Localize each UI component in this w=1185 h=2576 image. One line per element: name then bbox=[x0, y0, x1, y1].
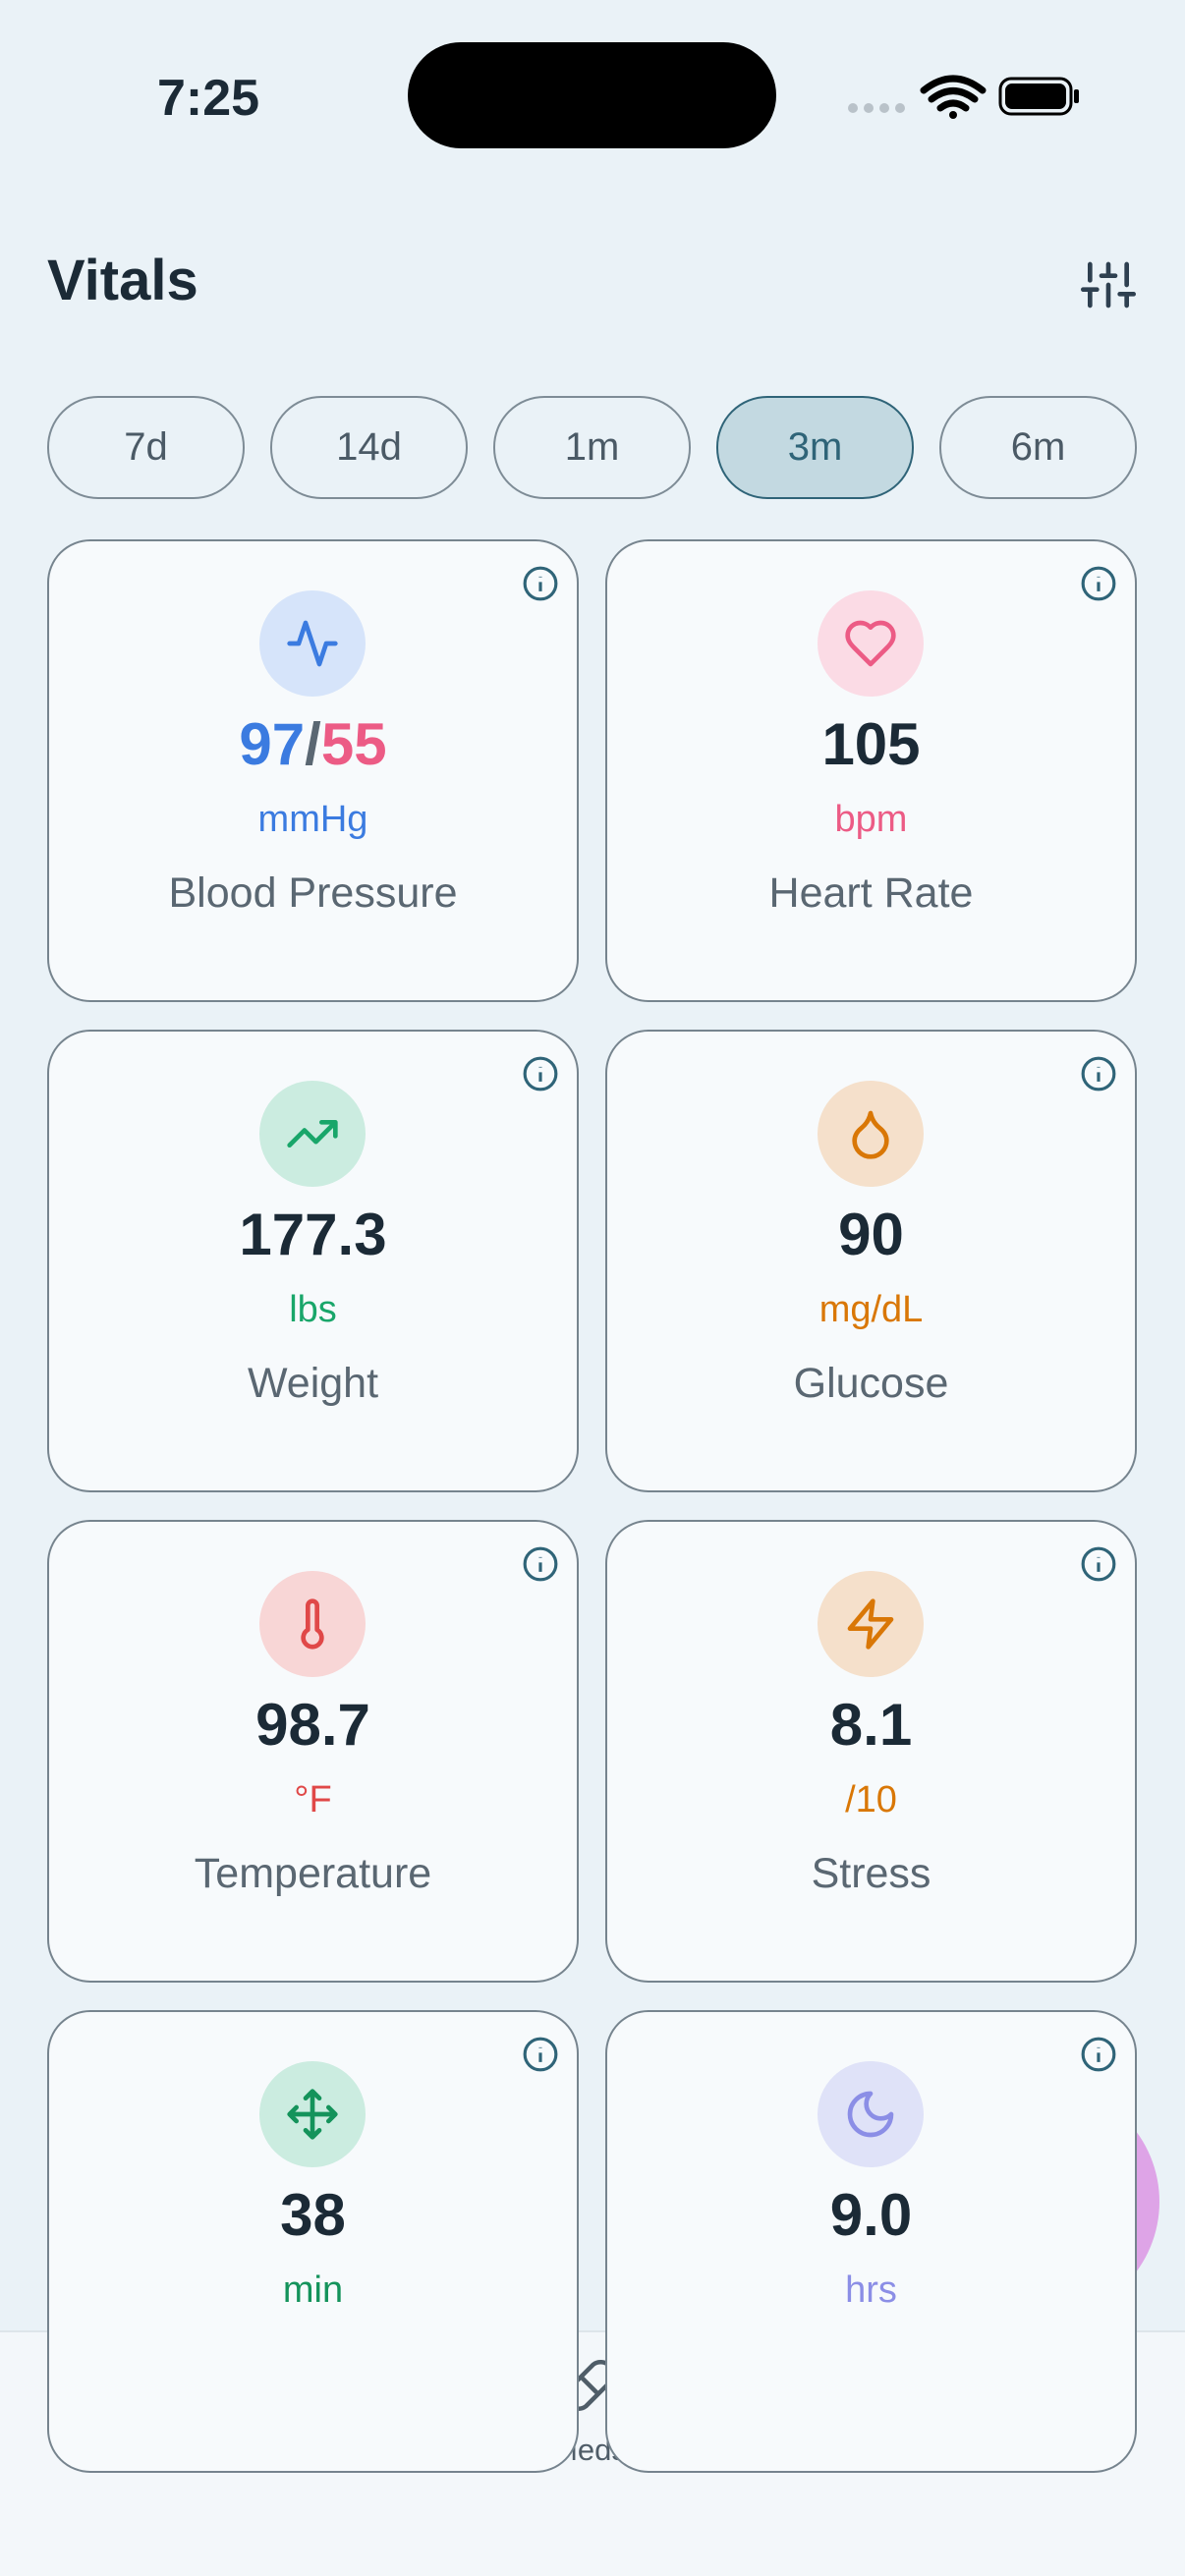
vital-icon bbox=[259, 590, 366, 697]
vital-label: Glucose bbox=[793, 1360, 949, 1407]
vital-card[interactable]: 177.3 lbs Weight bbox=[47, 1030, 579, 1492]
vital-value: 9.0 bbox=[607, 2181, 1135, 2249]
vital-icon bbox=[818, 1081, 924, 1187]
vital-value: 38 bbox=[49, 2181, 577, 2249]
vital-icon bbox=[818, 590, 924, 697]
status-icons bbox=[848, 75, 1079, 119]
vital-icon bbox=[818, 1571, 924, 1677]
vital-card[interactable]: 9.0 hrs bbox=[605, 2010, 1137, 2473]
vital-value: 98.7 bbox=[49, 1691, 577, 1759]
vital-value: 177.3 bbox=[49, 1201, 577, 1268]
info-button[interactable] bbox=[1080, 1055, 1117, 1097]
filter-pill[interactable]: 6m bbox=[939, 396, 1137, 499]
info-button[interactable] bbox=[1080, 2036, 1117, 2078]
value-text: 9.0 bbox=[829, 2182, 913, 2248]
info-button[interactable] bbox=[1080, 565, 1117, 607]
vital-unit: /10 bbox=[845, 1779, 897, 1820]
info-button[interactable] bbox=[1080, 1545, 1117, 1588]
vital-label: Blood Pressure bbox=[168, 869, 458, 917]
vital-card[interactable]: 105 bpm Heart Rate bbox=[605, 539, 1137, 1002]
vital-card[interactable]: 90 mg/dL Glucose bbox=[605, 1030, 1137, 1492]
filter-pill[interactable]: 7d bbox=[47, 396, 245, 499]
vital-label: Weight bbox=[247, 1360, 379, 1407]
vital-unit: mmHg bbox=[257, 799, 368, 840]
value-text: 8.1 bbox=[829, 1692, 913, 1758]
dynamic-island bbox=[408, 42, 776, 148]
vital-icon bbox=[818, 2061, 924, 2167]
vital-label: Stress bbox=[811, 1850, 931, 1897]
vital-unit: bpm bbox=[834, 799, 908, 840]
vital-label: Temperature bbox=[194, 1850, 432, 1897]
vital-unit: mg/dL bbox=[818, 1289, 924, 1330]
value-text: 98.7 bbox=[255, 1692, 370, 1758]
vital-unit: °F bbox=[294, 1779, 332, 1820]
value-part: 97 bbox=[239, 711, 306, 777]
page-title: Vitals bbox=[47, 249, 198, 312]
value-text: 90 bbox=[838, 1202, 904, 1267]
vital-value: 97/55 bbox=[49, 710, 577, 778]
info-button[interactable] bbox=[522, 565, 559, 607]
info-button[interactable] bbox=[522, 1055, 559, 1097]
vital-value: 105 bbox=[607, 710, 1135, 778]
value-text: 38 bbox=[280, 2182, 346, 2248]
vital-card[interactable]: 8.1/10 Stress bbox=[605, 1520, 1137, 1983]
info-button[interactable] bbox=[522, 2036, 559, 2078]
filter-pill[interactable]: 1m bbox=[493, 396, 691, 499]
vital-unit: hrs bbox=[845, 2269, 897, 2311]
vital-card[interactable]: 97/55 mmHg Blood Pressure bbox=[47, 539, 579, 1002]
filter-pill[interactable]: 14d bbox=[270, 396, 468, 499]
filter-pill[interactable]: 3m bbox=[716, 396, 914, 499]
value-text: 177.3 bbox=[239, 1202, 387, 1267]
vital-label: Heart Rate bbox=[768, 869, 974, 917]
vital-unit: min bbox=[282, 2269, 344, 2311]
vital-value: 8.1 bbox=[607, 1691, 1135, 1759]
vital-value: 90 bbox=[607, 1201, 1135, 1268]
info-button[interactable] bbox=[522, 1545, 559, 1588]
vital-icon bbox=[259, 2061, 366, 2167]
vital-icon bbox=[259, 1571, 366, 1677]
value-separator: / bbox=[305, 711, 321, 777]
status-time: 7:25 bbox=[157, 70, 260, 127]
settings-button[interactable] bbox=[1081, 257, 1136, 312]
vital-icon bbox=[259, 1081, 366, 1187]
vital-card[interactable]: 98.7 °F Temperature bbox=[47, 1520, 579, 1983]
vital-unit: lbs bbox=[289, 1289, 337, 1330]
value-text: 105 bbox=[821, 711, 921, 777]
vital-card[interactable]: 38 min bbox=[47, 2010, 579, 2473]
value-part: 55 bbox=[320, 711, 387, 777]
